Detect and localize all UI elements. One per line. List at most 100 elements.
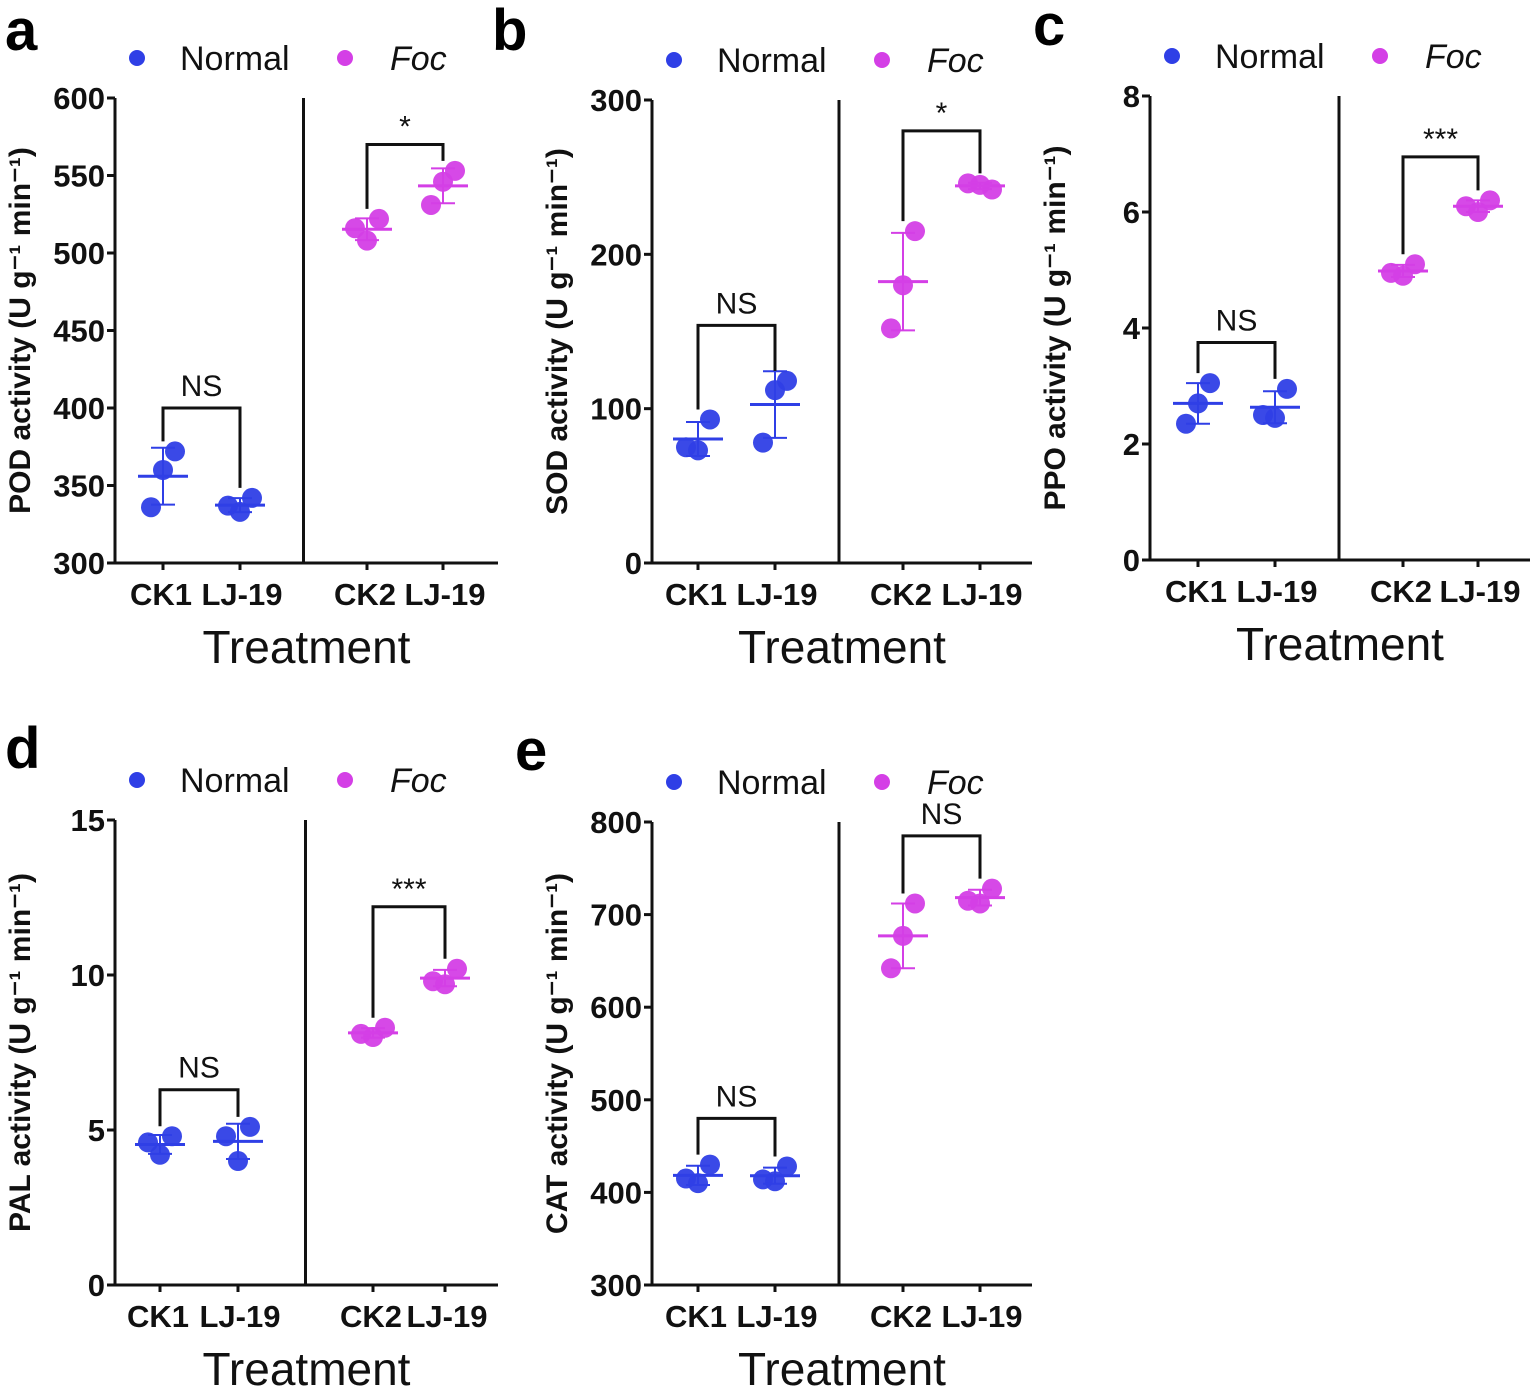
legend-foc-label: Foc bbox=[390, 40, 447, 78]
significance-bracket bbox=[696, 323, 777, 410]
y-tick-label: 10 bbox=[71, 958, 105, 993]
x-tick-label: LJ-19 bbox=[1440, 574, 1521, 609]
legend-normal-marker bbox=[666, 52, 682, 68]
data-point bbox=[982, 878, 1002, 899]
data-point bbox=[228, 1151, 248, 1171]
x-axis-title: Treatment bbox=[203, 621, 411, 673]
legend-foc-label: Foc bbox=[927, 764, 984, 802]
y-tick-label: 15 bbox=[71, 803, 105, 838]
y-tick-label: 0 bbox=[88, 1268, 105, 1303]
y-tick-label: 300 bbox=[590, 1268, 642, 1303]
data-point bbox=[881, 318, 901, 339]
data-point bbox=[141, 497, 161, 518]
x-tick-label: LJ-19 bbox=[942, 1299, 1023, 1334]
y-tick-label: 400 bbox=[590, 1175, 642, 1210]
data-point bbox=[421, 194, 441, 215]
data-point bbox=[1277, 378, 1297, 399]
x-tick-label: LJ-19 bbox=[737, 1299, 818, 1334]
x-tick-label: LJ-19 bbox=[1237, 574, 1318, 609]
legend-foc-marker bbox=[337, 772, 353, 788]
panel-b: b Normal Foc 0 100 200 300 CK1 LJ-19 CK2 LJ-19 Trea… bbox=[492, 0, 1032, 673]
y-tick-label: 0 bbox=[1123, 543, 1140, 578]
panel-e: e Normal Foc 300 400 500 600 700 800 CK1 LJ-19 CK2 L… bbox=[515, 718, 1032, 1395]
x-tick-label: CK2 bbox=[334, 577, 396, 612]
y-tick-label: 700 bbox=[590, 898, 642, 933]
y-axis-title: CAT activity (U g⁻¹ min⁻¹) bbox=[541, 873, 574, 1234]
legend-normal-label: Normal bbox=[717, 42, 827, 80]
x-tick-label: LJ-19 bbox=[737, 577, 818, 612]
x-tick-label: CK2 bbox=[870, 1299, 932, 1334]
y-tick-label: 500 bbox=[590, 1083, 642, 1118]
legend-normal-label: Normal bbox=[180, 762, 290, 800]
panel-label: a bbox=[5, 0, 38, 63]
x-tick-label: CK1 bbox=[1165, 574, 1227, 609]
data-point bbox=[240, 1116, 260, 1137]
x-axis-title: Treatment bbox=[738, 1343, 946, 1395]
y-tick-label: 0 bbox=[625, 546, 642, 581]
data-point bbox=[447, 958, 467, 979]
legend-foc-marker bbox=[337, 50, 353, 66]
data-point bbox=[777, 1156, 797, 1177]
legend-normal-marker bbox=[1164, 48, 1180, 64]
y-tick-label: 500 bbox=[53, 236, 105, 271]
y-tick-label: 2 bbox=[1123, 427, 1140, 462]
data-point bbox=[676, 1168, 696, 1189]
y-tick-label: 4 bbox=[1123, 311, 1141, 346]
y-axis-title: POD activity (U g⁻¹ min⁻¹) bbox=[4, 147, 37, 514]
data-point bbox=[1253, 405, 1273, 425]
data-point bbox=[162, 1126, 182, 1147]
y-axis-title: PPO activity (U g⁻¹ min⁻¹) bbox=[1039, 145, 1072, 510]
data-point bbox=[905, 221, 925, 242]
y-tick-label: 400 bbox=[53, 391, 105, 426]
y-tick-label: 350 bbox=[53, 469, 105, 504]
x-axis-title: Treatment bbox=[203, 1343, 411, 1395]
legend-foc-marker bbox=[1372, 48, 1388, 64]
panel-label: b bbox=[492, 0, 527, 63]
y-tick-label: 600 bbox=[53, 81, 105, 116]
significance-label: *** bbox=[1423, 123, 1458, 156]
x-tick-label: CK1 bbox=[130, 577, 192, 612]
significance-label: * bbox=[399, 111, 411, 144]
significance-bracket bbox=[161, 406, 242, 488]
panel-label: e bbox=[515, 718, 547, 783]
legend-normal-label: Normal bbox=[717, 764, 827, 802]
data-point bbox=[753, 1169, 773, 1190]
x-axis-title: Treatment bbox=[738, 621, 946, 673]
significance-bracket bbox=[901, 129, 982, 222]
legend-normal-label: Normal bbox=[1215, 38, 1325, 76]
legend-foc-marker bbox=[874, 52, 890, 68]
y-tick-label: 800 bbox=[590, 805, 642, 840]
data-point bbox=[165, 441, 185, 462]
y-tick-label: 300 bbox=[53, 546, 105, 581]
data-point bbox=[676, 437, 696, 458]
significance-bracket bbox=[696, 1116, 777, 1157]
legend-normal-marker bbox=[666, 774, 682, 790]
y-axis-title: SOD activity (U g⁻¹ min⁻¹) bbox=[541, 148, 574, 515]
y-tick-label: 5 bbox=[88, 1113, 105, 1148]
x-tick-label: LJ-19 bbox=[405, 577, 486, 612]
y-tick-label: 6 bbox=[1123, 195, 1140, 230]
legend-normal-marker bbox=[129, 772, 145, 788]
legend-foc-label: Foc bbox=[1425, 38, 1482, 76]
x-tick-label: LJ-19 bbox=[202, 577, 283, 612]
significance-bracket bbox=[158, 1088, 240, 1127]
significance-label: *** bbox=[391, 873, 426, 906]
significance-bracket bbox=[365, 143, 445, 209]
panel-label: c bbox=[1033, 0, 1065, 58]
data-point bbox=[753, 432, 773, 453]
x-tick-label: LJ-19 bbox=[942, 577, 1023, 612]
significance-label: NS bbox=[181, 370, 223, 403]
x-tick-label: CK1 bbox=[127, 1299, 189, 1334]
legend-normal-label: Normal bbox=[180, 40, 290, 78]
data-point bbox=[216, 1126, 236, 1147]
data-point bbox=[958, 890, 978, 911]
x-tick-label: CK2 bbox=[1370, 574, 1432, 609]
data-point bbox=[138, 1132, 158, 1153]
significance-bracket bbox=[1401, 155, 1480, 255]
x-tick-label: CK2 bbox=[340, 1299, 402, 1334]
significance-label: NS bbox=[716, 287, 758, 320]
data-point bbox=[423, 971, 443, 992]
significance-bracket bbox=[1196, 341, 1277, 379]
